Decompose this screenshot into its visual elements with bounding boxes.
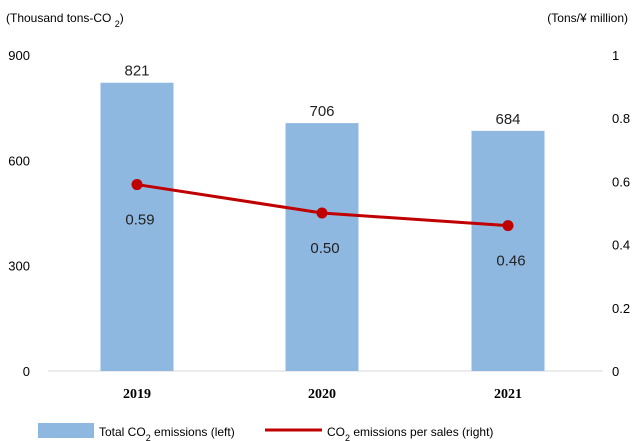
bar-2021 — [471, 130, 545, 371]
right-tick-label: 0 — [612, 364, 619, 379]
right-tick-label: 1 — [612, 48, 619, 63]
line-series: 0.59 0.50 0.46 — [125, 179, 526, 270]
line-value-label: 0.59 — [125, 212, 154, 229]
bar-value-label: 706 — [309, 103, 334, 120]
left-tick-label: 900 — [8, 48, 30, 63]
legend-bar-swatch — [38, 423, 94, 438]
right-axis-label: (Tons/¥ million) — [547, 11, 628, 25]
category-label: 2019 — [123, 387, 151, 402]
category-labels: 2019 2020 2021 — [123, 387, 522, 402]
legend-bar-label: Total CO2 emissions (left) — [99, 425, 235, 441]
line-point-2019 — [131, 179, 143, 191]
bar-value-label: 821 — [124, 63, 149, 80]
left-tick-label: 0 — [23, 364, 30, 379]
bar-series — [100, 82, 545, 371]
right-tick-label: 0.2 — [612, 301, 630, 316]
bar-value-labels: 821 706 684 — [124, 63, 520, 128]
left-tick-label: 600 — [8, 153, 30, 168]
bar-2019 — [100, 82, 174, 371]
category-label: 2020 — [308, 387, 336, 402]
right-axis-ticks: 0 0.2 0.4 0.6 0.8 1 — [612, 48, 630, 379]
right-tick-label: 0.4 — [612, 238, 630, 253]
legend: Total CO2 emissions (left) CO2 emissions … — [38, 423, 493, 441]
bar-2020 — [285, 123, 359, 371]
left-tick-label: 300 — [8, 259, 30, 274]
line-point-2021 — [502, 220, 514, 232]
left-axis-ticks: 0 300 600 900 — [8, 48, 30, 379]
bar-value-label: 684 — [495, 111, 520, 128]
right-tick-label: 0.6 — [612, 174, 630, 189]
line-value-label: 0.46 — [496, 253, 525, 270]
legend-line-label: CO2 emissions per sales (right) — [327, 425, 493, 441]
line-point-2020 — [316, 207, 328, 219]
line-value-label: 0.50 — [310, 240, 339, 257]
left-axis-label-text: (Thousand tons-CO — [6, 11, 111, 25]
right-tick-label: 0.8 — [612, 111, 630, 126]
category-label: 2021 — [494, 387, 522, 402]
left-axis-label: (Thousand tons-CO 2) — [6, 11, 124, 29]
